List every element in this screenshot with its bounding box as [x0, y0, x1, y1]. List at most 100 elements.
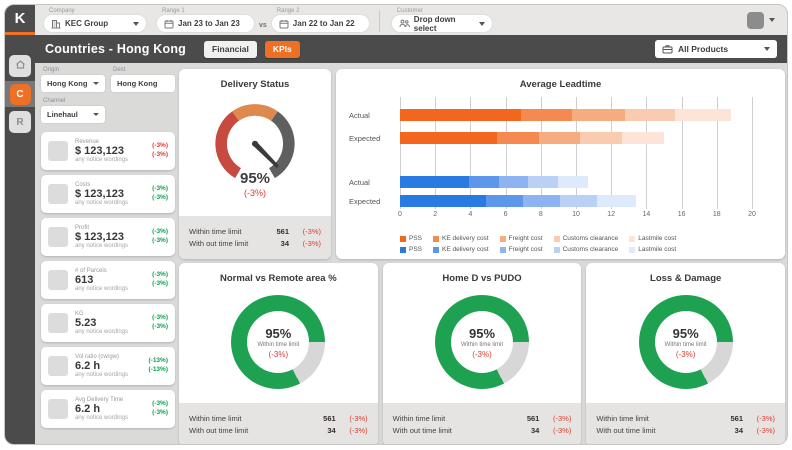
kpi-card[interactable]: Vol ratio (cw/gw) 6.2 h any notice wording…: [41, 347, 175, 385]
legend-item: PSS: [400, 235, 422, 242]
kpi-card[interactable]: Revenue $ 123,123 any notice wordings (-3%)…: [41, 132, 175, 170]
legend-row: PSS KE delivery cost Freight cost Customs c…: [400, 246, 676, 253]
sidebar-item-countries[interactable]: C: [9, 83, 31, 105]
footer-row: With out time limit 34 (-3%): [393, 426, 572, 435]
gauge-chart: [215, 104, 295, 179]
kpi-delta-2: (-3%): [152, 323, 168, 330]
bar-segment: [400, 132, 497, 144]
gridline: [716, 97, 718, 209]
sidebar-item-reports[interactable]: R: [9, 111, 31, 133]
kpi-delta-1: (-3%): [152, 142, 168, 149]
legend-swatch: [629, 235, 636, 242]
vs-label: vs: [259, 21, 267, 29]
main-content: Delivery Status 95% (-3%) Within time li…: [179, 69, 786, 444]
footer-label: Within time limit: [189, 414, 242, 423]
channel-select[interactable]: Linehaul: [41, 106, 105, 123]
legend-item: KE delivery cost: [433, 246, 489, 253]
sidebar-item-home[interactable]: [9, 55, 31, 77]
kpi-card-value: 6.2 h: [75, 403, 101, 415]
kpi-card-deltas: (-3%) (-3%): [152, 314, 168, 332]
kpi-card-text: Avg Delivery Time 6.2 h any notice wording…: [75, 397, 152, 421]
kpi-card-label: Costs: [75, 182, 91, 188]
kpi-card-value: $ 123,123: [75, 188, 124, 200]
origin-select[interactable]: Hong Kong: [41, 75, 105, 92]
dest-input[interactable]: [111, 75, 175, 92]
bar-segment: [579, 132, 622, 144]
user-menu[interactable]: [747, 11, 775, 29]
chart-title: Average Leadtime: [519, 79, 602, 90]
bar-segment: [400, 176, 469, 188]
bar-segment: [597, 195, 636, 207]
kpi-card-value: $ 123,123: [75, 145, 124, 157]
gridline: [576, 97, 577, 209]
chevron-down-icon: [764, 47, 770, 51]
bar-segment: [400, 109, 522, 121]
kpi-card[interactable]: Profit $ 123,123 any notice wordings (-3%)(…: [41, 218, 175, 256]
legend-swatch: [629, 246, 636, 253]
kpi-card-note: any notice wordings: [75, 286, 129, 292]
donut-card-row: Normal vs Remote area % 95% Within time li…: [179, 263, 786, 444]
kpi-delta-2: (-3%): [152, 409, 168, 416]
products-select[interactable]: All Products: [655, 40, 777, 58]
footer-delta: (-3%): [756, 414, 776, 423]
bar-segment: [496, 132, 540, 144]
app-logo[interactable]: K: [5, 5, 35, 35]
kpi-card-text: KG 5.23 any notice wordings: [75, 311, 152, 335]
customer-select[interactable]: Drop down select: [391, 14, 492, 33]
axis-tick-label: 18: [712, 211, 721, 218]
legend-swatch: [400, 235, 406, 242]
legend-swatch: [433, 246, 440, 253]
kpi-card-note: any notice wordings: [75, 243, 129, 249]
donut-delta: (-3%): [472, 349, 492, 359]
average-leadtime-card: Average Leadtime 0 2 4 6 8 10 12 14 16 18 20 Actual…: [336, 69, 785, 259]
origin-value: Hong Kong: [47, 79, 88, 88]
card-title: Loss & Damage: [650, 273, 722, 284]
range2-datepicker[interactable]: Jan 22 to Jan 22: [271, 15, 369, 32]
bar-segment: [528, 176, 559, 188]
legend-item: KE delivery cost: [433, 235, 489, 242]
legend-label: PSS: [409, 235, 423, 242]
header-divider: [378, 10, 380, 32]
customer-value: Drop down select: [413, 14, 456, 33]
footer-label: With out time limit: [189, 239, 249, 248]
legend-item: Lastmile cost: [629, 246, 676, 253]
bar-category-label: Expected: [349, 134, 381, 143]
axis-tick-label: 2: [433, 211, 438, 218]
kpi-card-text: Revenue $ 123,123 any notice wordings: [75, 139, 152, 163]
gauge-value: 95%: [239, 170, 271, 187]
range1-label: Range 1: [162, 8, 185, 14]
kpi-card[interactable]: # of Parcels 613 any notice wordings (-3%)(…: [41, 261, 175, 299]
footer-value: 34: [734, 426, 744, 435]
gridline: [611, 97, 613, 209]
app-window: K Company KEC Group Range 1 Jan 23 to Ja…: [4, 4, 788, 445]
kpi-delta-1: (-3%): [152, 271, 168, 278]
card-footer: Within time limit 561 (-3%) With out time l…: [179, 403, 378, 444]
donut-center: 95% Within time limit (-3%): [451, 311, 513, 373]
legend-item: Freight cost: [499, 246, 543, 253]
bar-segment: [498, 176, 529, 188]
card-title: Normal vs Remote area %: [219, 273, 337, 284]
kpi-card[interactable]: Avg Delivery Time 6.2 h any notice wording…: [41, 390, 175, 428]
kpi-card-note: any notice wordings: [75, 329, 129, 335]
sidebar-active-band: C: [5, 81, 35, 107]
kpi-card-icon: [48, 141, 68, 161]
kpi-card[interactable]: KG 5.23 any notice wordings (-3%) (-3%): [41, 304, 175, 342]
kpi-card-label: Revenue: [75, 139, 100, 145]
avatar[interactable]: [747, 11, 764, 29]
kpi-card-deltas: (-3%) (-3%): [152, 185, 168, 203]
range1-group: Range 1 Jan 23 to Jan 23: [157, 7, 254, 32]
tab-kpis[interactable]: KPIs: [264, 40, 300, 58]
tab-financial[interactable]: Financial: [204, 40, 257, 58]
bar-category-label: Actual: [349, 178, 370, 187]
delivery-status-card: Delivery Status 95% (-3%) Within time li…: [179, 69, 331, 259]
range1-datepicker[interactable]: Jan 23 to Jan 23: [157, 15, 254, 32]
origin-group: Origin Hong Kong: [41, 67, 105, 92]
kpi-card-label: Vol ratio (cw/gw): [75, 354, 120, 360]
card-title: Delivery Status: [220, 79, 290, 90]
calendar-icon: [164, 19, 174, 29]
kpi-card-value: 613: [75, 274, 94, 286]
donut-value: 95%: [265, 325, 292, 341]
company-select[interactable]: KEC Group: [44, 15, 146, 32]
kpi-card[interactable]: Costs $ 123,123 any notice wordings (-3%) (-…: [41, 175, 175, 213]
chevron-down-icon: [133, 21, 139, 26]
